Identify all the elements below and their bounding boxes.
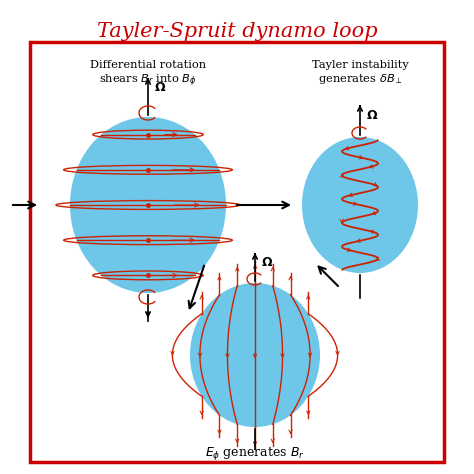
Text: $E_{\phi}$ generates $B_r$: $E_{\phi}$ generates $B_r$	[205, 445, 305, 462]
Text: $\mathbf{\Omega}$: $\mathbf{\Omega}$	[261, 256, 273, 270]
Text: Tayler-Spruit dynamo loop: Tayler-Spruit dynamo loop	[97, 22, 377, 41]
Ellipse shape	[302, 137, 418, 273]
Text: $\mathbf{\Omega}$: $\mathbf{\Omega}$	[366, 109, 378, 121]
Bar	[30, 42, 444, 462]
Text: Tayler instability
generates $\delta B_{\perp}$: Tayler instability generates $\delta B_{…	[311, 60, 409, 86]
Text: Differential rotation
shears $B_r$ into $B_{\phi}$: Differential rotation shears $B_r$ into …	[90, 60, 206, 89]
Ellipse shape	[70, 117, 226, 293]
Text: $\mathbf{\Omega}$: $\mathbf{\Omega}$	[154, 81, 166, 93]
Ellipse shape	[190, 283, 320, 427]
